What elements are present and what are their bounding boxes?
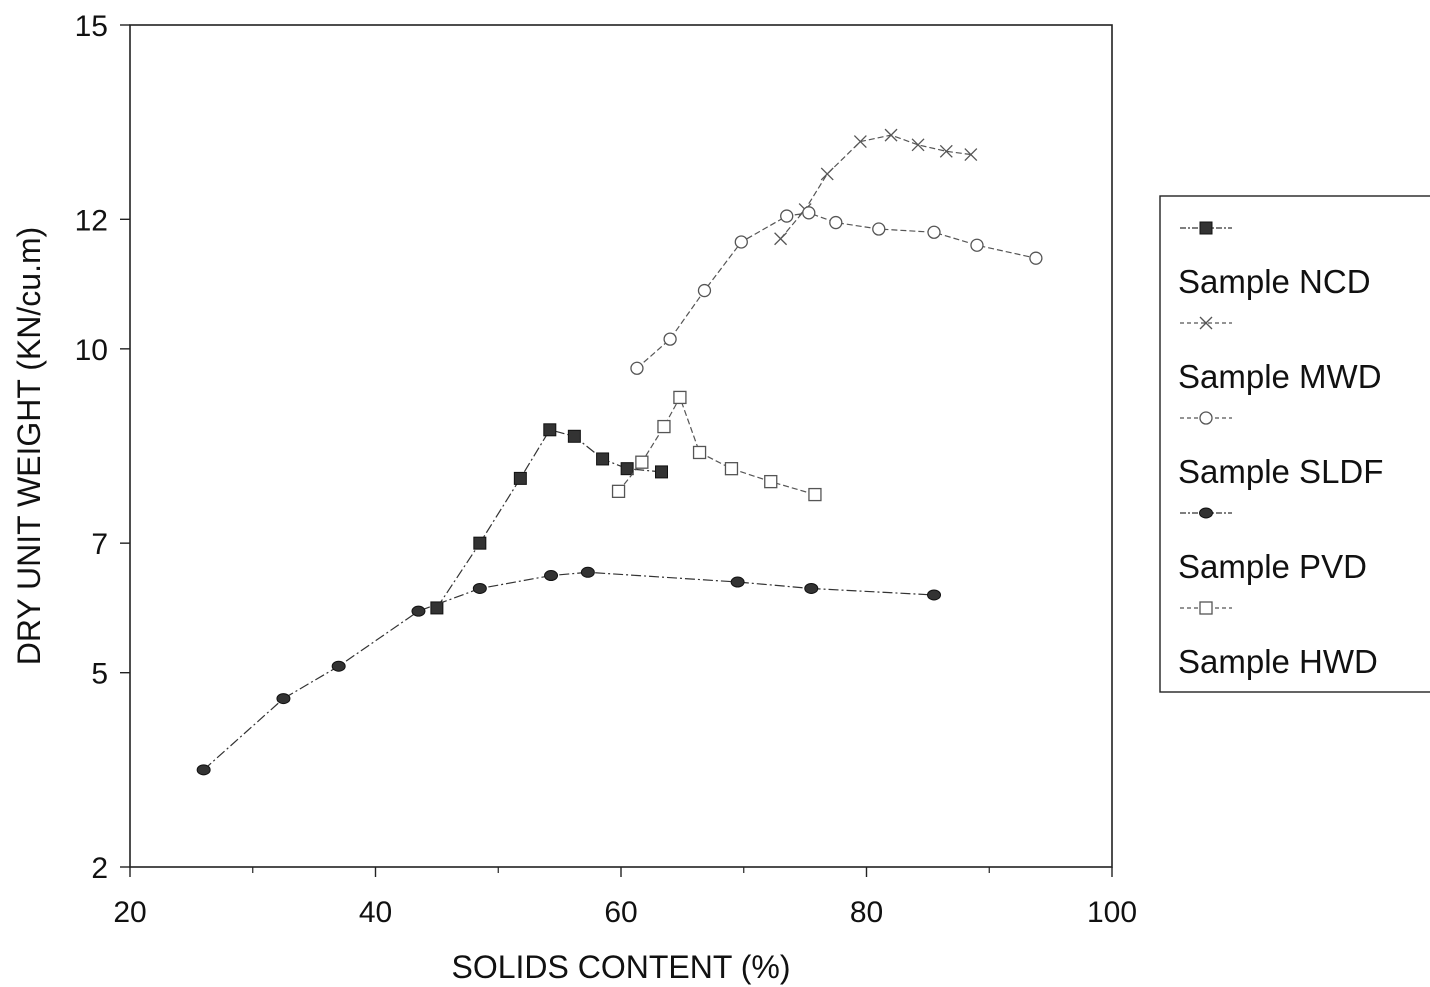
- x-axis-title: SOLIDS CONTENT (%): [452, 949, 791, 985]
- data-point: [196, 764, 211, 776]
- y-tick-label: 5: [91, 658, 108, 691]
- series-line: [780, 134, 971, 240]
- y-tick-label: 10: [75, 334, 108, 367]
- data-point: [411, 605, 426, 617]
- series-line: [203, 571, 935, 771]
- legend-swatch-marker: [1199, 507, 1213, 519]
- data-point: [884, 128, 898, 142]
- y-tick-label: 2: [91, 852, 108, 885]
- data-point: [430, 601, 444, 615]
- plot-frame: [129, 24, 1113, 868]
- legend-entry: Sample PVD: [1178, 507, 1367, 585]
- legend-entry: Sample HWD: [1178, 601, 1378, 680]
- data-point: [872, 222, 886, 236]
- data-point: [580, 566, 595, 578]
- x-tick-label: 100: [1087, 896, 1137, 929]
- y-axis-title: DRY UNIT WEIGHT (KN/cu.m): [11, 227, 47, 666]
- series-line: [436, 429, 662, 609]
- data-point: [567, 429, 581, 443]
- data-point: [673, 390, 687, 405]
- data-point: [780, 209, 794, 223]
- data-point: [927, 589, 942, 601]
- series-sample-sldf: [630, 206, 1043, 375]
- data-point: [544, 570, 559, 582]
- series-line: [636, 212, 1037, 369]
- x-tick-label: 60: [604, 896, 637, 929]
- data-point: [655, 465, 669, 479]
- legend-label: Sample HWD: [1178, 643, 1378, 680]
- data-point: [804, 582, 819, 594]
- x-tick-label: 80: [850, 896, 883, 929]
- legend-entry: Sample SLDF: [1178, 411, 1383, 490]
- series-line: [618, 395, 816, 496]
- y-tick-label: 7: [91, 528, 108, 561]
- data-point: [596, 452, 610, 466]
- data-point: [472, 582, 487, 594]
- legend-swatch-marker: [1199, 316, 1213, 330]
- y-tick-label: 12: [75, 204, 108, 237]
- data-point: [473, 536, 487, 550]
- legend-label: Sample PVD: [1178, 548, 1367, 585]
- data-point: [620, 462, 634, 476]
- y-tick-label: 15: [75, 10, 108, 43]
- data-point: [730, 576, 745, 588]
- data-point: [964, 148, 978, 161]
- data-point: [911, 138, 925, 152]
- series-sample-hwd: [611, 390, 822, 502]
- series-sample-ncd: [430, 423, 669, 615]
- data-point: [970, 238, 984, 252]
- data-point: [543, 423, 557, 437]
- data-point: [853, 135, 867, 149]
- data-point: [276, 693, 291, 705]
- data-point: [774, 232, 788, 246]
- data-point: [692, 445, 707, 460]
- data-point: [927, 225, 941, 239]
- legend-entry: Sample NCD: [1178, 221, 1371, 300]
- legend-label: Sample MWD: [1178, 358, 1382, 395]
- data-point: [697, 283, 712, 298]
- legend-label: Sample SLDF: [1178, 453, 1383, 490]
- legend: Sample NCD Sample MWD Sample SLDF Sample PV…: [1159, 195, 1430, 693]
- data-point: [663, 332, 677, 346]
- data-point: [331, 660, 346, 672]
- data-point: [657, 419, 671, 434]
- legend-swatch-marker: [1199, 411, 1213, 425]
- data-point: [808, 487, 822, 502]
- data-point: [764, 474, 778, 489]
- data-point: [724, 462, 739, 476]
- series-sample-pvd: [196, 566, 942, 776]
- data-point: [734, 235, 748, 249]
- data-point: [513, 471, 527, 485]
- data-point: [1029, 251, 1043, 265]
- data-point: [820, 167, 834, 181]
- data-point: [802, 206, 816, 220]
- data-point: [611, 484, 626, 498]
- data-point: [635, 455, 649, 469]
- x-tick-label: 40: [359, 896, 392, 929]
- data-point: [939, 144, 953, 158]
- legend-entry: Sample MWD: [1178, 316, 1382, 395]
- legend-swatch-marker: [1199, 601, 1213, 615]
- series-sample-mwd: [774, 128, 978, 246]
- legend-label: Sample NCD: [1178, 263, 1371, 300]
- data-point: [630, 361, 644, 375]
- legend-swatch-marker: [1199, 221, 1213, 235]
- x-tick-label: 20: [113, 896, 146, 929]
- data-point: [829, 215, 843, 230]
